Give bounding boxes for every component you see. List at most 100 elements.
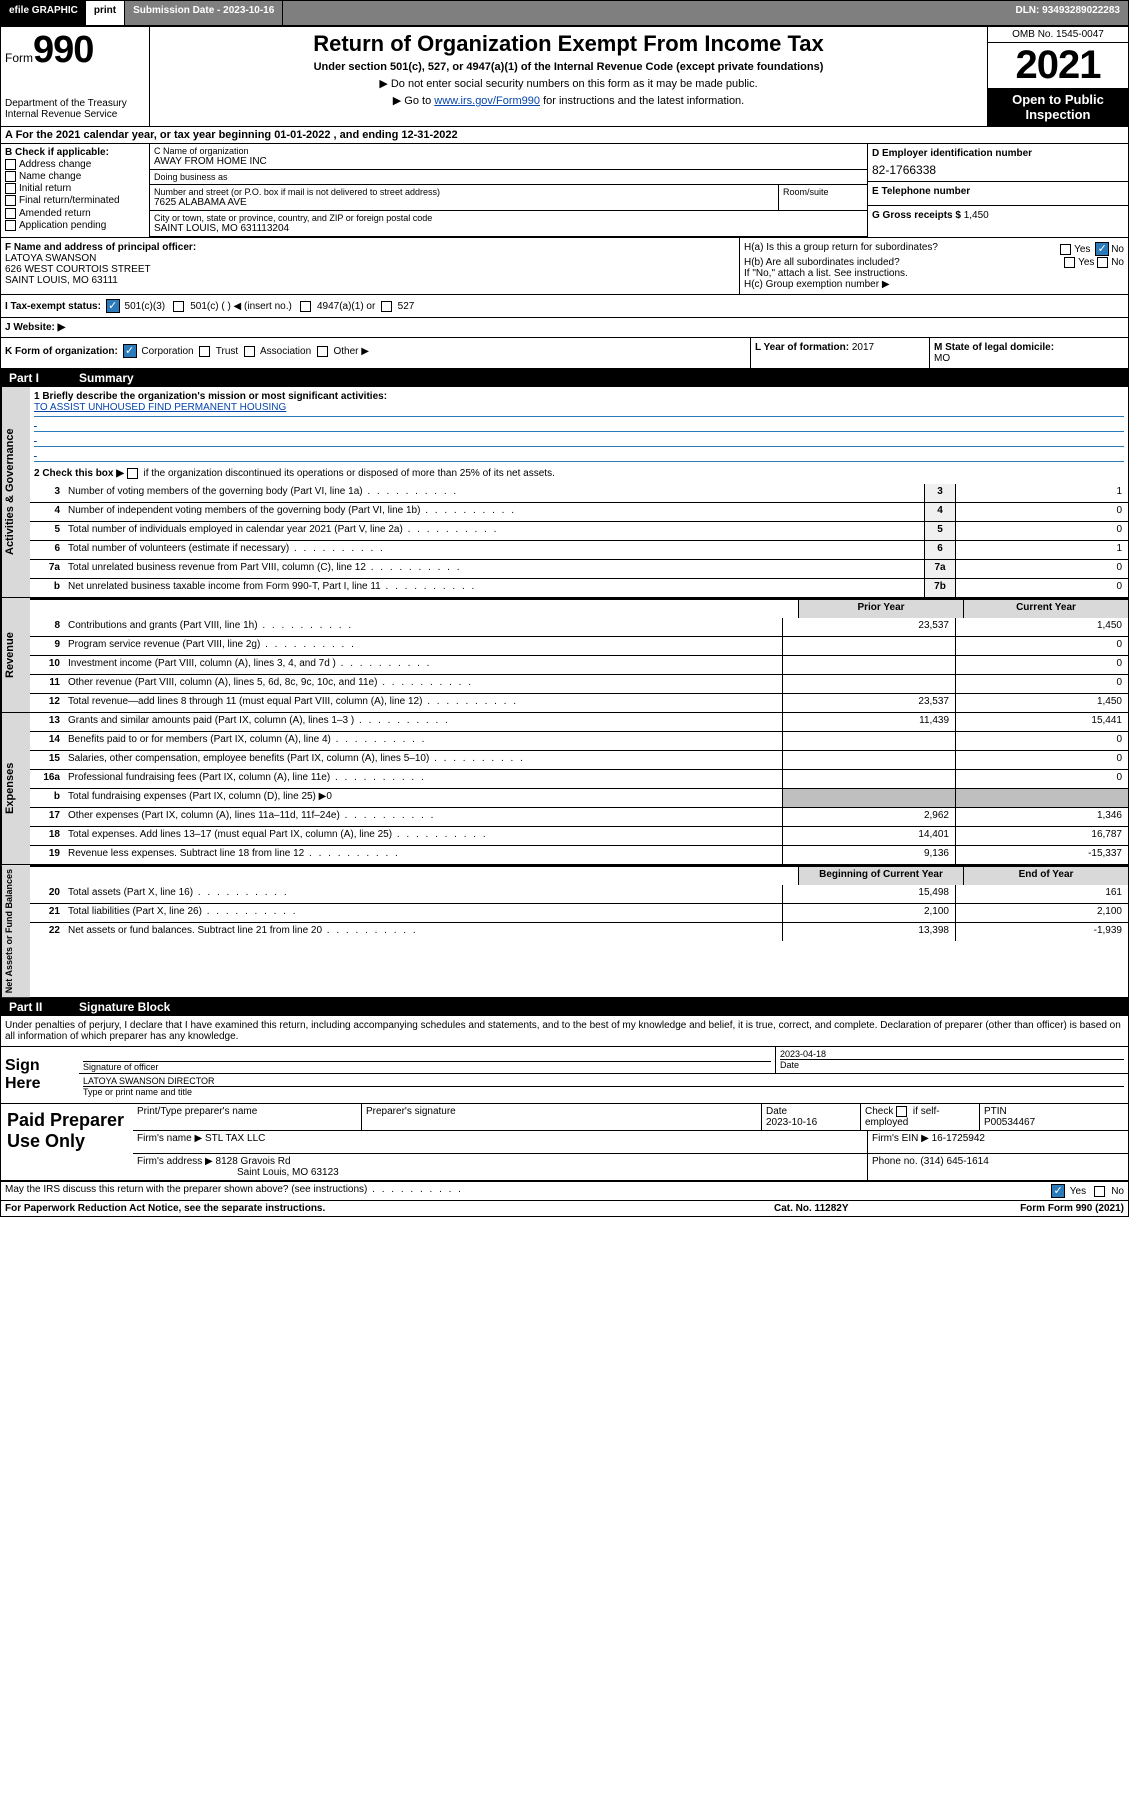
revenue-row: 8Contributions and grants (Part VIII, li… — [30, 618, 1128, 636]
revenue-row: 11Other revenue (Part VIII, column (A), … — [30, 674, 1128, 693]
ein-label: D Employer identification number — [872, 148, 1124, 159]
sign-here-label: Sign Here — [1, 1047, 79, 1103]
col-de-right: D Employer identification number 82-1766… — [868, 144, 1128, 237]
form-number-block: Form990 Department of the Treasury Inter… — [1, 27, 150, 126]
netasset-row: 21Total liabilities (Part X, line 26)2,1… — [30, 903, 1128, 922]
sig-name-label: Type or print name and title — [83, 1086, 1124, 1097]
revenue-row: 12Total revenue—add lines 8 through 11 (… — [30, 693, 1128, 712]
hc-label: H(c) Group exemption number ▶ — [744, 279, 1124, 290]
org-name: AWAY FROM HOME INC — [154, 156, 863, 167]
row-a-tax-year: A For the 2021 calendar year, or tax yea… — [1, 127, 1128, 144]
discuss-no-checkbox[interactable] — [1094, 1186, 1105, 1197]
omb-number: OMB No. 1545-0047 — [988, 27, 1128, 43]
association-checkbox[interactable] — [244, 346, 255, 357]
checkbox-address-change[interactable] — [5, 159, 16, 170]
form-subtitle: Under section 501(c), 527, or 4947(a)(1)… — [154, 61, 983, 73]
city-label: City or town, state or province, country… — [154, 213, 863, 223]
org-name-label: C Name of organization — [154, 146, 863, 156]
firm-phone-label: Phone no. — [872, 1156, 918, 1167]
501c3-checkbox[interactable]: ✓ — [106, 299, 120, 313]
form-990: Form990 Department of the Treasury Inter… — [0, 26, 1129, 1217]
col-b-checkboxes: B Check if applicable: Address change Na… — [1, 144, 150, 237]
side-label-governance: Activities & Governance — [1, 387, 30, 597]
side-label-netassets: Net Assets or Fund Balances — [1, 865, 30, 997]
mission-block: 1 Briefly describe the organization's mi… — [30, 387, 1128, 466]
mission-text[interactable]: TO ASSIST UNHOUSED FIND PERMANENT HOUSIN… — [34, 402, 286, 413]
gross-receipts-value: 1,450 — [964, 210, 989, 221]
ha-no-checkbox[interactable]: ✓ — [1095, 242, 1109, 256]
checkbox-name-change[interactable] — [5, 171, 16, 182]
part2-header: Part II Signature Block — [1, 998, 1128, 1016]
row-h-group: H(a) Is this a group return for subordin… — [739, 238, 1128, 294]
department-label: Department of the Treasury Internal Reve… — [5, 98, 145, 120]
phone-label: E Telephone number — [872, 186, 1124, 197]
netasset-row: 22Net assets or fund balances. Subtract … — [30, 922, 1128, 941]
hb-yes-checkbox[interactable] — [1064, 257, 1075, 268]
checkbox-final-return[interactable] — [5, 195, 16, 206]
city-value: SAINT LOUIS, MO 631113204 — [154, 223, 863, 234]
discuss-yes-checkbox[interactable]: ✓ — [1051, 1184, 1065, 1198]
street-value: 7625 ALABAMA AVE — [154, 197, 774, 208]
declaration-text: Under penalties of perjury, I declare th… — [1, 1016, 1128, 1047]
row-l-year: L Year of formation: 2017 — [750, 338, 929, 368]
prep-name-label: Print/Type preparer's name — [133, 1104, 362, 1130]
expense-row: 14Benefits paid to or for members (Part … — [30, 731, 1128, 750]
col-end-year: End of Year — [963, 867, 1128, 885]
sig-officer-label: Signature of officer — [83, 1061, 771, 1072]
ha-yes-checkbox[interactable] — [1060, 244, 1071, 255]
revenue-row: 10Investment income (Part VIII, column (… — [30, 655, 1128, 674]
trust-checkbox[interactable] — [199, 346, 210, 357]
ha-label: H(a) Is this a group return for subordin… — [744, 242, 938, 253]
officer-addr2: SAINT LOUIS, MO 63111 — [5, 275, 735, 286]
corporation-checkbox[interactable]: ✓ — [123, 344, 137, 358]
print-button[interactable]: print — [86, 1, 124, 25]
form-title-block: Return of Organization Exempt From Incom… — [150, 27, 987, 126]
checkbox-application-pending[interactable] — [5, 220, 16, 231]
other-checkbox[interactable] — [317, 346, 328, 357]
dba-label: Doing business as — [154, 172, 863, 182]
ptin-label: PTIN — [984, 1106, 1007, 1117]
dln-label: DLN: 93493289022283 — [1007, 1, 1128, 25]
efile-label: efile GRAPHIC — [1, 1, 86, 25]
501c-checkbox[interactable] — [173, 301, 184, 312]
527-checkbox[interactable] — [381, 301, 392, 312]
expense-row: 16aProfessional fundraising fees (Part I… — [30, 769, 1128, 788]
hb-no-checkbox[interactable] — [1097, 257, 1108, 268]
officer-addr1: 626 WEST COURTOIS STREET — [5, 264, 735, 275]
prep-date-label: Date — [766, 1106, 787, 1117]
firm-addr1: 8128 Gravois Rd — [216, 1156, 291, 1167]
prep-sig-label: Preparer's signature — [362, 1104, 762, 1130]
sig-date-value: 2023-04-18 — [780, 1049, 1124, 1059]
gross-receipts-label: G Gross receipts $ — [872, 210, 961, 221]
expense-row: 13Grants and similar amounts paid (Part … — [30, 713, 1128, 731]
row-m-state: M State of legal domicile:MO — [929, 338, 1128, 368]
expense-row: 17Other expenses (Part IX, column (A), l… — [30, 807, 1128, 826]
checkbox-amended-return[interactable] — [5, 208, 16, 219]
ptin-value: P00534467 — [984, 1117, 1035, 1128]
firm-phone-value: (314) 645-1614 — [920, 1156, 988, 1167]
row-j-website: J Website: ▶ — [1, 318, 1128, 338]
row-f-officer: F Name and address of principal officer:… — [1, 238, 739, 294]
form-title: Return of Organization Exempt From Incom… — [154, 31, 983, 57]
officer-label: F Name and address of principal officer: — [5, 242, 735, 253]
form-footer-value: Form 990 (2021) — [1048, 1203, 1124, 1214]
expense-row: 19Revenue less expenses. Subtract line 1… — [30, 845, 1128, 864]
cat-no: Cat. No. 11282Y — [774, 1203, 974, 1214]
hb-label: H(b) Are all subordinates included? — [744, 257, 900, 268]
prep-date-value: 2023-10-16 — [766, 1117, 817, 1128]
ein-value: 82-1766338 — [872, 163, 1124, 177]
form-number: 990 — [33, 29, 93, 71]
irs-link[interactable]: www.irs.gov/Form990 — [434, 95, 540, 107]
firm-ein-value: 16-1725942 — [932, 1133, 985, 1144]
street-label: Number and street (or P.O. box if mail i… — [154, 187, 774, 197]
firm-addr-label: Firm's address ▶ — [137, 1156, 213, 1167]
checkbox-initial-return[interactable] — [5, 183, 16, 194]
hb-note: If "No," attach a list. See instructions… — [744, 268, 1124, 279]
4947-checkbox[interactable] — [300, 301, 311, 312]
officer-name: LATOYA SWANSON — [5, 253, 735, 264]
top-bar: efile GRAPHIC print Submission Date - 20… — [0, 0, 1129, 26]
self-employed-checkbox[interactable] — [896, 1106, 907, 1117]
line2-checkbox[interactable] — [127, 468, 138, 479]
paperwork-notice: For Paperwork Reduction Act Notice, see … — [5, 1203, 774, 1214]
mission-label: 1 Briefly describe the organization's mi… — [34, 391, 1124, 402]
